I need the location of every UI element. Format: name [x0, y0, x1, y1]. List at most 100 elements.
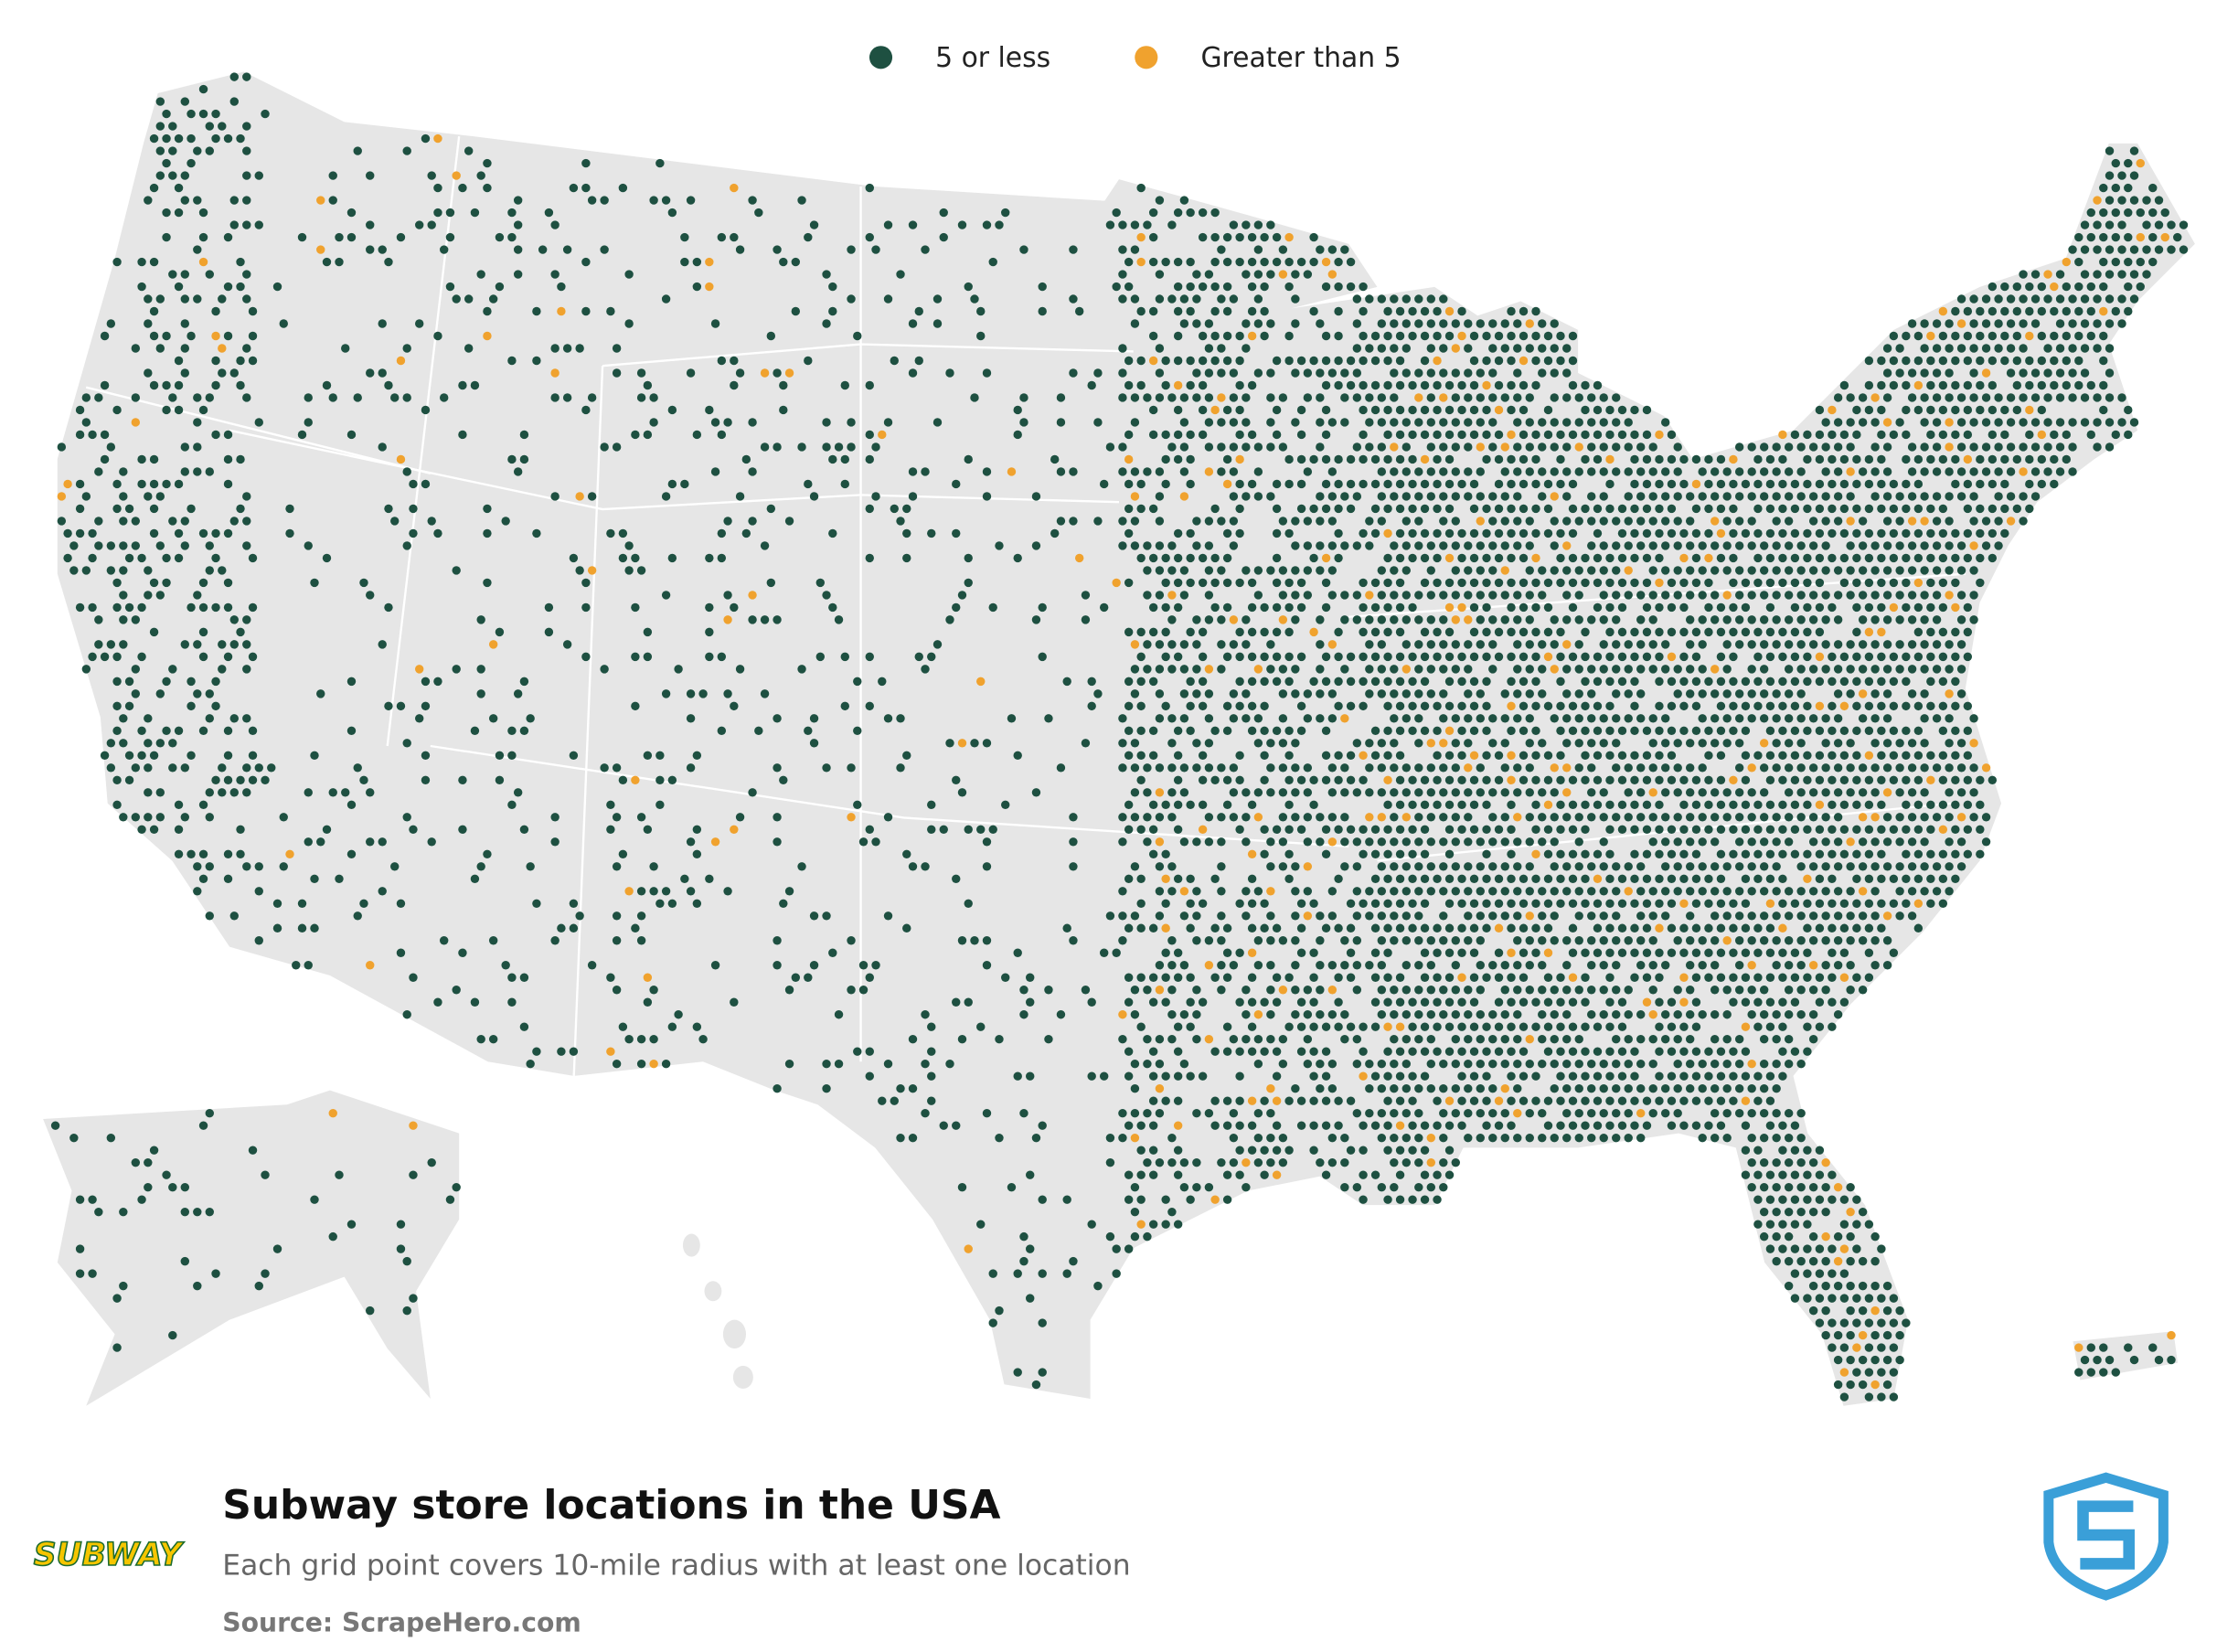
location-dot	[1982, 368, 1990, 377]
location-dot	[1421, 579, 1429, 587]
location-dot	[1760, 813, 1768, 821]
location-dot	[866, 1048, 874, 1056]
location-dot	[1821, 714, 1829, 722]
location-dot	[119, 517, 127, 525]
location-dot	[1914, 776, 1923, 784]
location-dot	[1710, 788, 1719, 796]
location-dot	[1569, 875, 1577, 883]
location-dot	[1199, 554, 1207, 562]
location-dot	[1816, 776, 1824, 784]
location-dot	[1464, 566, 1472, 574]
location-dot	[1562, 492, 1571, 500]
location-dot	[1778, 1146, 1786, 1154]
location-dot	[2105, 442, 2114, 451]
location-dot	[397, 357, 405, 365]
location-dot	[1649, 665, 1657, 673]
location-dot	[415, 714, 423, 722]
location-dot	[1791, 998, 1799, 1007]
location-dot	[1890, 332, 1898, 340]
location-dot	[1982, 442, 1990, 451]
location-dot	[224, 727, 232, 735]
location-dot	[1587, 566, 1595, 574]
location-dot	[1359, 850, 1367, 858]
location-dot	[1772, 887, 1780, 895]
location-dot	[1014, 406, 1022, 414]
location-dot	[736, 492, 744, 500]
location-dot	[1785, 467, 1793, 475]
location-dot	[1796, 986, 1805, 994]
location-dot	[1340, 665, 1348, 673]
location-dot	[1969, 467, 1977, 475]
location-dot	[1870, 467, 1879, 475]
location-dot	[1402, 1084, 1411, 1092]
location-dot	[1710, 813, 1719, 821]
location-dot	[211, 332, 219, 340]
location-dot	[1816, 875, 1824, 883]
location-dot	[1821, 763, 1829, 772]
location-dot	[1205, 961, 1213, 969]
location-dot	[2038, 406, 2046, 414]
location-dot	[2074, 307, 2083, 315]
location-dot	[1136, 826, 1145, 834]
location-dot	[1235, 1146, 1243, 1154]
location-dot	[1735, 640, 1743, 648]
location-dot	[1452, 368, 1460, 377]
location-dot	[1421, 727, 1429, 735]
location-dot	[1538, 1109, 1546, 1117]
location-dot	[1562, 763, 1571, 772]
location-dot	[1279, 837, 1287, 846]
location-dot	[1402, 911, 1411, 920]
location-dot	[1223, 480, 1231, 488]
location-dot	[748, 591, 756, 599]
location-dot	[1378, 566, 1386, 574]
location-dot	[1587, 739, 1595, 747]
location-dot	[1482, 1121, 1490, 1129]
location-dot	[1551, 813, 1559, 821]
location-dot	[1636, 911, 1645, 920]
location-dot	[933, 319, 942, 327]
location-dot	[1167, 220, 1176, 229]
location-dot	[1408, 603, 1416, 612]
location-dot	[1895, 862, 1903, 870]
location-dot	[1649, 837, 1657, 846]
location-dot	[995, 220, 1003, 229]
location-dot	[1692, 924, 1700, 933]
location-dot	[1217, 344, 1225, 352]
location-dot	[501, 517, 509, 525]
location-dot	[1408, 455, 1416, 464]
location-dot	[1914, 480, 1923, 488]
location-dot	[119, 640, 127, 648]
location-dot	[1371, 628, 1380, 636]
location-dot	[1957, 862, 1966, 870]
location-dot	[1248, 381, 1256, 389]
location-dot	[2124, 282, 2132, 291]
location-dot	[1951, 727, 1959, 735]
location-dot	[1526, 418, 1534, 426]
location-dot	[359, 776, 368, 784]
location-dot	[1402, 368, 1411, 377]
location-dot	[1210, 1121, 1219, 1129]
location-dot	[1618, 579, 1626, 587]
location-dot	[1908, 492, 1916, 500]
location-dot	[1507, 332, 1515, 340]
location-dot	[1778, 826, 1786, 834]
location-dot	[1686, 788, 1694, 796]
location-dot	[119, 615, 127, 623]
location-dot	[1026, 1170, 1034, 1178]
location-dot	[1883, 763, 1892, 772]
location-dot	[655, 776, 664, 784]
location-dot	[1378, 615, 1386, 623]
location-dot	[2056, 319, 2064, 327]
location-dot	[1735, 936, 1743, 944]
location-dot	[1618, 751, 1626, 760]
location-dot	[1433, 505, 1441, 513]
location-dot	[1371, 653, 1380, 661]
location-dot	[1803, 1195, 1811, 1203]
location-dot	[1593, 702, 1602, 710]
location-dot	[1464, 837, 1472, 846]
location-dot	[415, 665, 423, 673]
location-dot	[1273, 826, 1281, 834]
location-dot	[1488, 541, 1497, 549]
location-dot	[1414, 517, 1423, 525]
location-dot	[1371, 1023, 1380, 1031]
